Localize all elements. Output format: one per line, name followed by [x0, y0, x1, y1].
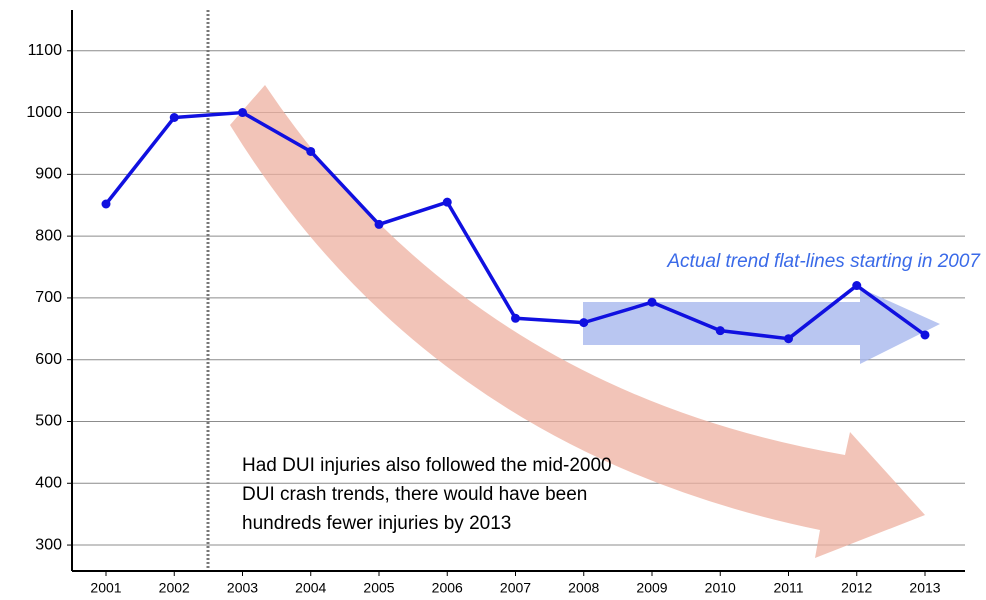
data-point	[579, 318, 589, 328]
data-point	[442, 197, 452, 207]
decline-arrow	[230, 85, 925, 558]
data-point	[784, 334, 793, 344]
x-tick-label: 2007	[500, 580, 531, 596]
data-point	[169, 113, 179, 123]
y-tick-label: 900	[35, 166, 62, 183]
y-tick-label: 1000	[26, 104, 62, 121]
data-point	[852, 281, 862, 291]
y-tick-label: 500	[35, 413, 62, 430]
data-point	[238, 108, 247, 118]
x-tick-label: 2005	[363, 580, 394, 596]
x-tick-label: 2012	[841, 580, 872, 596]
flat-trend-arrow	[583, 288, 940, 364]
data-point	[920, 330, 930, 340]
x-tick-label: 2008	[568, 580, 599, 596]
data-point	[647, 297, 657, 307]
y-tick-label: 300	[35, 536, 62, 553]
data-point	[101, 199, 111, 209]
x-tick-label: 2004	[295, 580, 326, 596]
x-tick-label: 2002	[159, 580, 190, 596]
x-tick-label: 2010	[705, 580, 736, 596]
data-point	[715, 326, 725, 336]
x-tick-label: 2003	[227, 580, 258, 596]
x-tick-label: 2011	[773, 580, 803, 596]
y-tick-label: 700	[35, 289, 62, 306]
data-point	[374, 219, 384, 229]
y-tick-label: 600	[35, 351, 62, 368]
annotation: Actual trend flat-lines starting in 2007	[666, 251, 981, 272]
data-point	[306, 146, 316, 156]
x-tick-label: 2009	[636, 580, 667, 596]
data-point	[511, 313, 520, 323]
y-tick-label: 400	[35, 474, 62, 491]
annotation: Had DUI injuries also followed the mid-2…	[242, 455, 612, 476]
x-tick-label: 2013	[909, 580, 940, 596]
annotation: DUI crash trends, there would have been	[242, 484, 587, 505]
y-tick-label: 1100	[28, 42, 63, 59]
x-tick-label: 2006	[432, 580, 463, 596]
x-tick-label: 2001	[90, 580, 121, 596]
y-tick-label: 800	[35, 227, 62, 244]
annotation: hundreds fewer injuries by 2013	[242, 513, 511, 534]
